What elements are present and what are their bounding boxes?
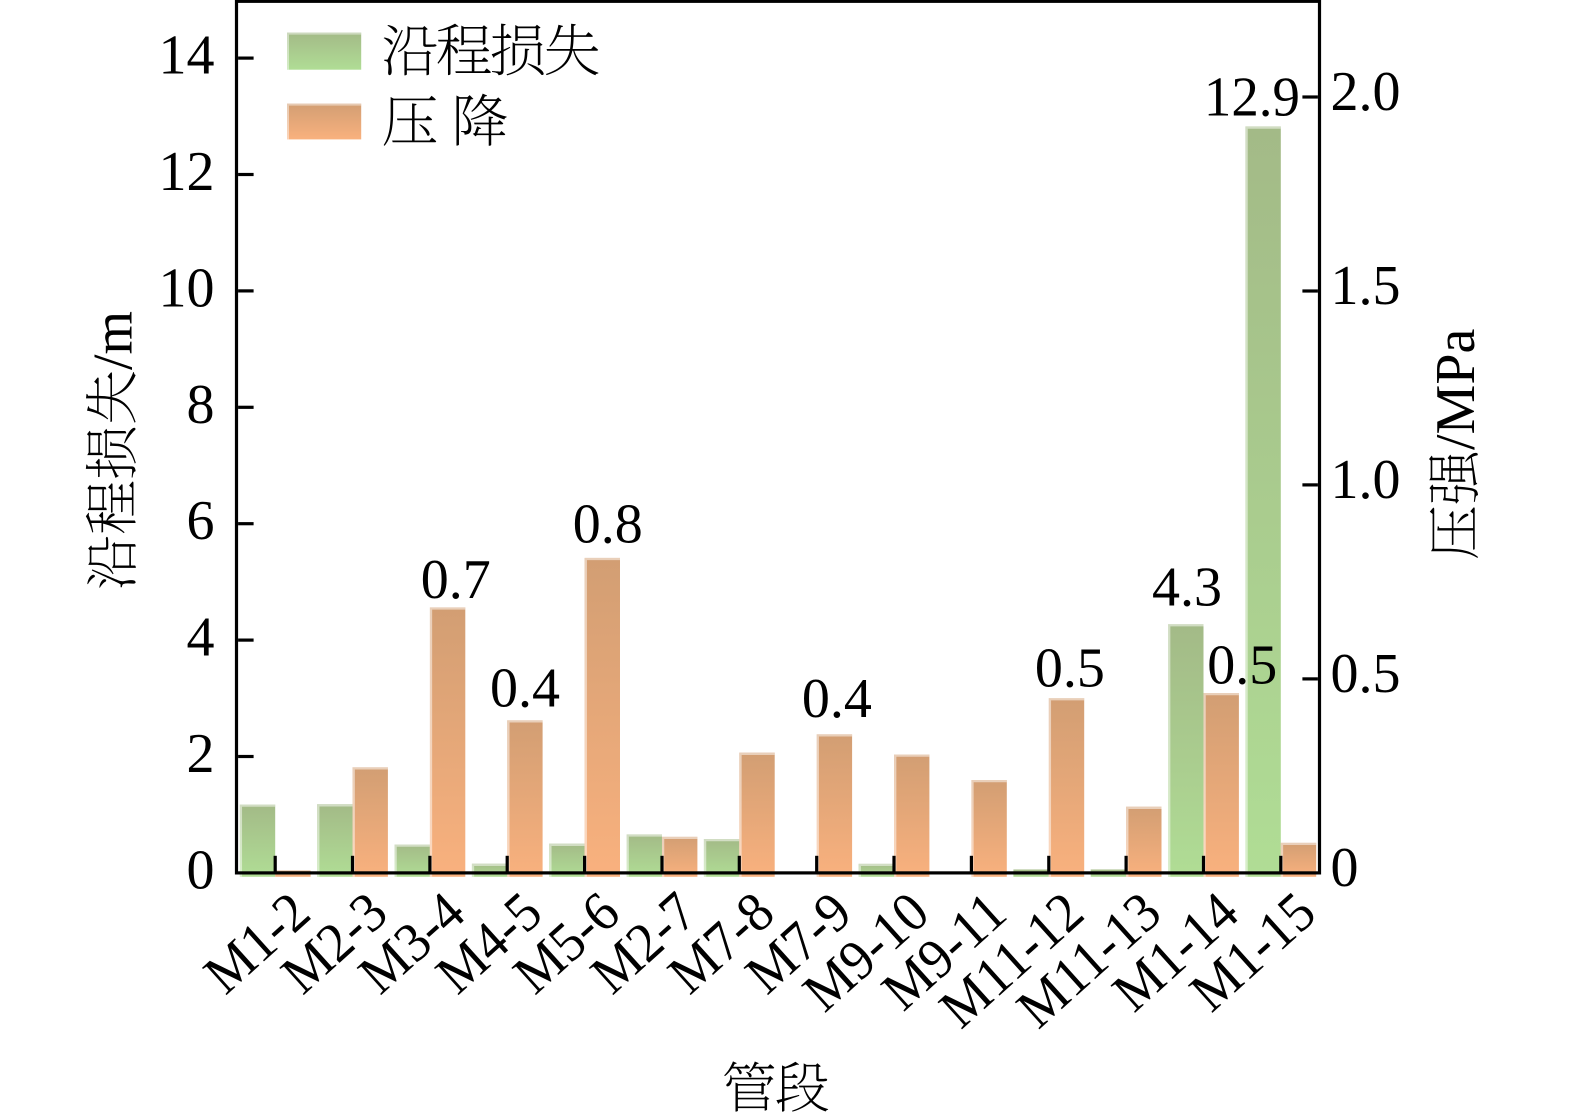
svg-text:2.0: 2.0 (1331, 61, 1401, 123)
svg-text:14: 14 (159, 25, 215, 87)
svg-text:6: 6 (187, 490, 215, 552)
svg-text:4: 4 (187, 607, 215, 669)
svg-text:2: 2 (187, 723, 215, 785)
svg-text:/MPa: /MPa (1425, 329, 1487, 450)
svg-text:0.5: 0.5 (1331, 643, 1401, 705)
svg-text:0.5: 0.5 (1035, 637, 1105, 699)
svg-text:8: 8 (187, 374, 215, 436)
svg-text:12.9: 12.9 (1204, 66, 1300, 128)
svg-text:1.5: 1.5 (1331, 255, 1401, 317)
svg-text:0: 0 (187, 839, 215, 901)
svg-text:10: 10 (159, 257, 215, 319)
svg-text:0.5: 0.5 (1207, 635, 1277, 697)
svg-text:12: 12 (159, 141, 215, 203)
svg-text:0.4: 0.4 (490, 658, 560, 720)
svg-text:1.0: 1.0 (1331, 449, 1401, 511)
svg-text:4.3: 4.3 (1152, 557, 1222, 619)
svg-text:0: 0 (1331, 837, 1359, 899)
svg-text:0.4: 0.4 (802, 668, 872, 730)
svg-text:0.8: 0.8 (573, 493, 643, 555)
svg-text:/m: /m (83, 311, 145, 370)
svg-text:0.7: 0.7 (421, 549, 491, 611)
